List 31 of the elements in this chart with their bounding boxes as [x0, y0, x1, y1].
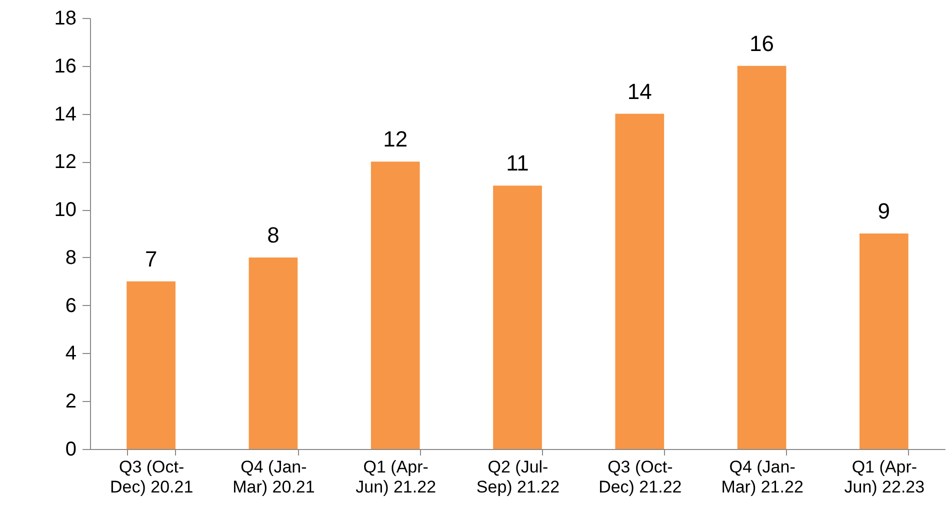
data-label: 11: [506, 150, 529, 176]
y-tick-label: 8: [65, 246, 76, 269]
data-label: 16: [750, 30, 774, 56]
x-tick-label: Q4 (Jan-Mar) 21.22: [721, 458, 804, 496]
data-label: 7: [144, 246, 158, 272]
bar: [248, 257, 298, 449]
bar: [737, 66, 786, 449]
x-tick-label: Q3 (Oct-Dec) 20.21: [110, 458, 194, 496]
x-tick-label: Q2 (Jul-Sep) 21.22: [476, 458, 560, 496]
x-tick-label: Q4 (Jan-Mar) 20.21: [232, 458, 315, 496]
y-tick-label: 16: [54, 55, 76, 78]
x-tick-label: Q3 (Oct-Dec) 21.22: [598, 458, 682, 496]
bar: [493, 186, 542, 449]
bar: [126, 281, 176, 449]
bar: [860, 234, 908, 449]
x-tick-label: Q1 (Apr-Jun) 22.23: [844, 458, 925, 496]
bar: [370, 162, 420, 449]
y-tick-label: 4: [65, 342, 76, 365]
bar: [615, 114, 664, 449]
y-tick-label: 0: [65, 438, 76, 460]
data-label: 12: [383, 126, 408, 152]
data-label: 8: [267, 222, 280, 248]
y-tick-label: 6: [65, 294, 76, 317]
y-tick-label: 2: [65, 390, 76, 413]
y-tick-label: 18: [54, 8, 76, 30]
x-tick-label: Q1 (Apr-Jun) 21.22: [356, 458, 436, 496]
data-label: 14: [627, 78, 652, 104]
y-tick-label: 10: [54, 199, 76, 222]
y-tick-label: 14: [54, 103, 76, 126]
y-tick-label: 12: [54, 151, 76, 174]
data-label: 9: [878, 198, 890, 224]
